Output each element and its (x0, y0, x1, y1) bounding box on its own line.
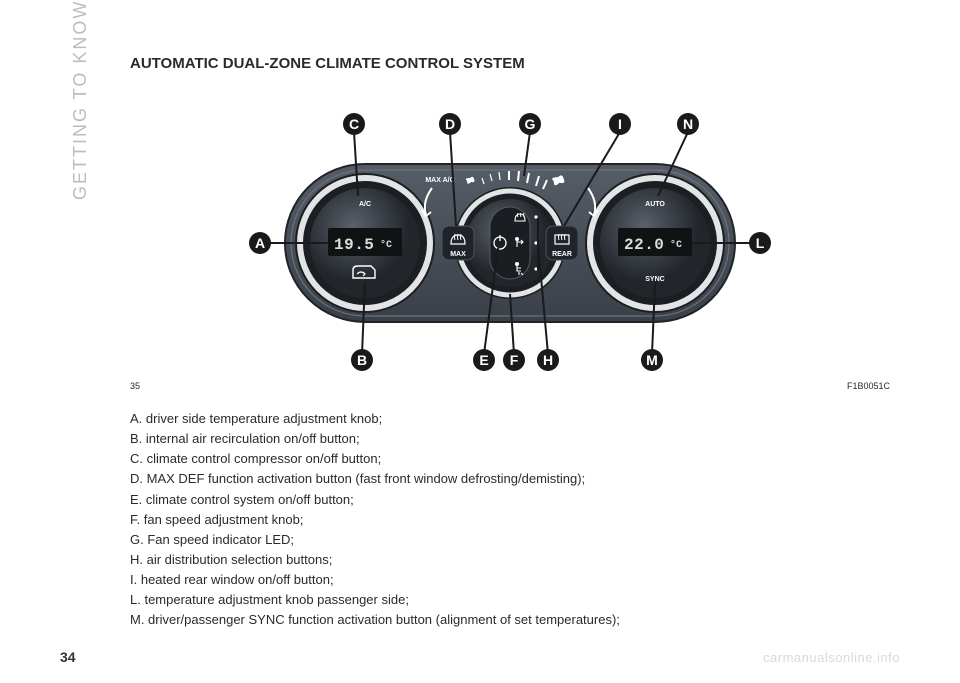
legend-list: A. driver side temperature adjustment kn… (130, 409, 890, 631)
driver-temp-unit: °C (380, 239, 392, 251)
svg-text:E: E (479, 352, 488, 368)
legend-item: E. climate control system on/off button; (130, 490, 890, 510)
legend-item: A. driver side temperature adjustment kn… (130, 409, 890, 429)
max-label: MAX (450, 251, 466, 258)
legend-item: D. MAX DEF function activation button (f… (130, 469, 890, 489)
legend-item: I. heated rear window on/off button; (130, 570, 890, 590)
legend-item: B. internal air recirculation on/off but… (130, 429, 890, 449)
svg-text:N: N (683, 116, 693, 132)
driver-temp-value: 19.5 (334, 236, 374, 254)
legend-item: C. climate control compressor on/off but… (130, 449, 890, 469)
page-content: AUTOMATIC DUAL-ZONE CLIMATE CONTROL SYST… (0, 0, 960, 651)
climate-panel-diagram: A/C 19.5 °C AUTO 22.0 °C (190, 102, 830, 372)
passenger-temp-unit: °C (670, 239, 682, 251)
section-tab: GETTING TO KNOW YOUR CAR (70, 0, 91, 200)
figure-number: 35 (130, 381, 140, 391)
svg-text:L: L (756, 235, 765, 251)
watermark: carmanualsonline.info (763, 650, 900, 665)
sync-label: SYNC (645, 276, 664, 283)
legend-item: G. Fan speed indicator LED; (130, 530, 890, 550)
ac-label: A/C (359, 201, 371, 208)
figure-code: F1B0051C (847, 381, 890, 391)
svg-text:A: A (255, 235, 265, 251)
max-def-button: MAX (442, 226, 474, 260)
page-number: 34 (60, 649, 76, 665)
max-ac-label: MAX A/C (425, 177, 454, 184)
auto-label: AUTO (645, 201, 665, 208)
svg-text:B: B (357, 352, 367, 368)
svg-text:F: F (510, 352, 519, 368)
rear-defrost-button: REAR (546, 226, 578, 260)
svg-text:G: G (525, 116, 536, 132)
legend-item: H. air distribution selection buttons; (130, 550, 890, 570)
figure-caption: 35 F1B0051C (130, 381, 890, 391)
legend-item: F. fan speed adjustment knob; (130, 510, 890, 530)
legend-item: L. temperature adjustment knob passenger… (130, 590, 890, 610)
figure: A/C 19.5 °C AUTO 22.0 °C (190, 102, 830, 377)
page-title: AUTOMATIC DUAL-ZONE CLIMATE CONTROL SYST… (130, 55, 890, 72)
legend-item: M. driver/passenger SYNC function activa… (130, 610, 890, 630)
svg-text:H: H (543, 352, 553, 368)
svg-text:C: C (349, 116, 359, 132)
svg-text:M: M (646, 352, 658, 368)
svg-text:I: I (618, 116, 622, 132)
svg-text:D: D (445, 116, 455, 132)
rear-label: REAR (552, 251, 572, 258)
passenger-temp-value: 22.0 (624, 236, 664, 254)
